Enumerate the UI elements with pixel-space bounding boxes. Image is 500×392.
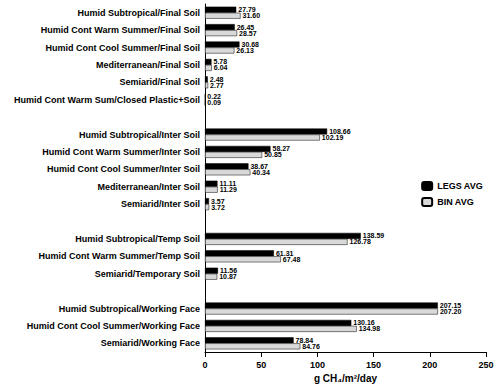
svg-text:200: 200 bbox=[422, 360, 437, 370]
svg-text:26.45: 26.45 bbox=[236, 23, 255, 31]
svg-text:Humid Cont Cool Summer/Final S: Humid Cont Cool Summer/Final Soil bbox=[45, 43, 200, 53]
svg-text:134.98: 134.98 bbox=[359, 325, 381, 332]
svg-text:BIN AVG: BIN AVG bbox=[437, 197, 474, 207]
svg-text:Semiarid/Final Soil: Semiarid/Final Soil bbox=[119, 77, 200, 87]
svg-text:138.59: 138.59 bbox=[362, 232, 385, 240]
svg-text:31.60: 31.60 bbox=[243, 12, 261, 19]
svg-text:3.72: 3.72 bbox=[211, 204, 225, 211]
svg-text:Humid Cont Warm Summer/Final S: Humid Cont Warm Summer/Final Soil bbox=[41, 25, 200, 35]
svg-text:207.15: 207.15 bbox=[439, 302, 462, 309]
svg-text:Humid Subtropical/Temp Soil: Humid Subtropical/Temp Soil bbox=[75, 234, 200, 244]
svg-text:2.48: 2.48 bbox=[209, 75, 224, 83]
svg-text:58.27: 58.27 bbox=[272, 145, 290, 153]
svg-text:5.78: 5.78 bbox=[213, 58, 228, 66]
svg-text:11.56: 11.56 bbox=[220, 267, 238, 275]
svg-text:2.77: 2.77 bbox=[210, 82, 224, 89]
svg-text:150: 150 bbox=[366, 360, 381, 370]
svg-text:11.11: 11.11 bbox=[219, 180, 237, 188]
svg-text:Humid Subtropical/Final Soil: Humid Subtropical/Final Soil bbox=[77, 8, 200, 18]
svg-text:0.09: 0.09 bbox=[207, 99, 221, 106]
svg-text:Humid Cont Warm Summer/Temp So: Humid Cont Warm Summer/Temp Soil bbox=[38, 251, 200, 261]
svg-text:10.87: 10.87 bbox=[219, 273, 237, 280]
svg-text:Humid Cont Cool Summer/Inter S: Humid Cont Cool Summer/Inter Soil bbox=[47, 164, 200, 174]
svg-text:38.67: 38.67 bbox=[250, 162, 268, 170]
svg-text:3.57: 3.57 bbox=[211, 197, 225, 205]
svg-text:78.84: 78.84 bbox=[295, 336, 314, 344]
svg-text:67.48: 67.48 bbox=[283, 256, 301, 263]
svg-text:g CH₄/m²/day: g CH₄/m²/day bbox=[314, 373, 378, 384]
svg-text:6.04: 6.04 bbox=[214, 64, 228, 71]
svg-text:Mediterranean/Inter Soil: Mediterranean/Inter Soil bbox=[97, 182, 200, 192]
svg-text:126.78: 126.78 bbox=[350, 238, 372, 245]
svg-text:100: 100 bbox=[310, 360, 325, 370]
svg-text:0: 0 bbox=[202, 360, 207, 370]
svg-text:Humid Subtropical/Inter Soil: Humid Subtropical/Inter Soil bbox=[79, 130, 200, 140]
svg-text:Humid Cont Warm Summer/Inter S: Humid Cont Warm Summer/Inter Soil bbox=[42, 147, 200, 157]
svg-text:84.76: 84.76 bbox=[302, 343, 320, 350]
svg-text:0.22: 0.22 bbox=[207, 93, 221, 101]
svg-text:108.66: 108.66 bbox=[329, 128, 351, 135]
svg-text:11.29: 11.29 bbox=[220, 186, 237, 193]
svg-text:Semiarid/Working Face: Semiarid/Working Face bbox=[101, 338, 200, 348]
svg-text:40.34: 40.34 bbox=[252, 169, 270, 176]
svg-text:Humid Cont Warm Sum/Closed Pla: Humid Cont Warm Sum/Closed Plastic+Soil bbox=[14, 95, 200, 105]
svg-text:61.31: 61.31 bbox=[275, 249, 294, 257]
svg-text:30.68: 30.68 bbox=[241, 41, 259, 48]
svg-text:Semiarid/Temporary Soil: Semiarid/Temporary Soil bbox=[95, 269, 200, 279]
svg-text:26.13: 26.13 bbox=[236, 47, 254, 54]
svg-text:50: 50 bbox=[256, 360, 266, 370]
svg-text:27.79: 27.79 bbox=[238, 6, 256, 14]
svg-text:Semiarid/Inter Soil: Semiarid/Inter Soil bbox=[121, 199, 200, 209]
svg-text:102.19: 102.19 bbox=[322, 134, 344, 141]
svg-text:Mediterranean/Final Soil: Mediterranean/Final Soil bbox=[96, 60, 200, 70]
svg-text:Humid Cont Cool Summer/Working: Humid Cont Cool Summer/Working Face bbox=[27, 321, 200, 331]
svg-text:LEGS AVG: LEGS AVG bbox=[437, 181, 483, 191]
svg-text:Humid Subtropical/Working Face: Humid Subtropical/Working Face bbox=[59, 304, 200, 314]
svg-text:28.57: 28.57 bbox=[239, 30, 257, 37]
svg-text:130.16: 130.16 bbox=[353, 319, 375, 327]
svg-text:50.85: 50.85 bbox=[264, 151, 282, 158]
svg-text:250: 250 bbox=[478, 360, 493, 370]
svg-text:207.20: 207.20 bbox=[440, 308, 462, 315]
